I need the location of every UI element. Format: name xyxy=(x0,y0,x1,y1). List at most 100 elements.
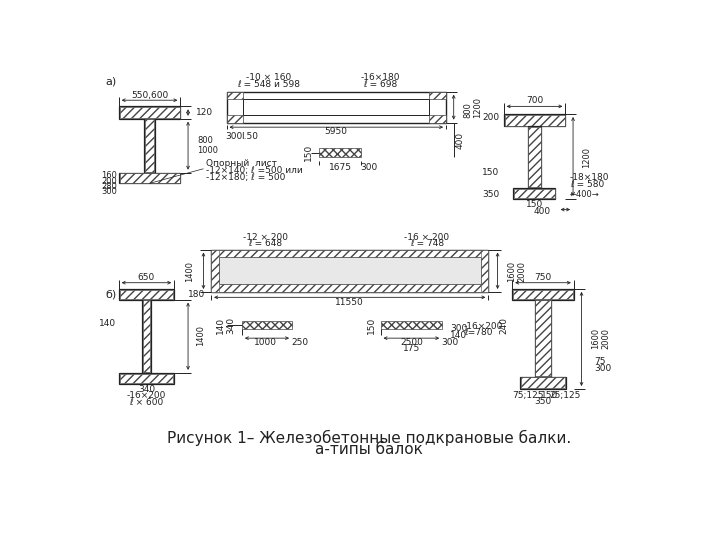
Bar xyxy=(513,188,555,199)
Text: 1600
2000: 1600 2000 xyxy=(590,328,610,349)
Text: 140: 140 xyxy=(450,330,467,340)
Bar xyxy=(429,92,446,99)
Text: ←400→: ←400→ xyxy=(570,190,600,199)
Bar xyxy=(120,107,179,118)
Bar xyxy=(227,115,243,123)
Text: -18×180: -18×180 xyxy=(570,173,609,182)
Text: -12 × 200: -12 × 200 xyxy=(243,233,287,242)
Text: 200: 200 xyxy=(482,113,499,122)
Text: 120: 120 xyxy=(196,108,213,117)
Text: 350: 350 xyxy=(482,190,499,199)
Text: 300: 300 xyxy=(102,187,117,197)
Bar xyxy=(505,115,564,126)
Bar xyxy=(120,173,179,183)
Text: 300: 300 xyxy=(361,164,377,172)
Bar xyxy=(535,300,551,376)
Text: 650: 650 xyxy=(138,273,155,282)
Bar xyxy=(144,119,155,173)
Bar xyxy=(520,377,566,389)
Text: ℓ = 548 и 598: ℓ = 548 и 598 xyxy=(238,79,300,89)
Text: 175: 175 xyxy=(402,345,420,354)
Bar xyxy=(227,92,243,99)
Text: 800
1200: 800 1200 xyxy=(463,97,482,118)
Bar xyxy=(521,377,565,388)
Text: 160: 160 xyxy=(102,171,117,180)
Text: 11550: 11550 xyxy=(336,298,364,307)
Text: 250: 250 xyxy=(291,338,308,347)
Text: 180: 180 xyxy=(188,290,205,299)
Bar xyxy=(142,300,151,373)
Bar xyxy=(211,249,488,257)
Text: 2500: 2500 xyxy=(400,338,423,347)
Bar xyxy=(319,148,361,157)
Text: -16×180: -16×180 xyxy=(361,73,400,83)
Text: 150: 150 xyxy=(304,144,312,161)
Text: 400: 400 xyxy=(534,207,551,215)
Bar xyxy=(119,289,174,300)
Text: 150: 150 xyxy=(541,390,558,400)
Text: 1400: 1400 xyxy=(196,325,204,346)
Text: 140: 140 xyxy=(216,316,225,334)
Bar xyxy=(211,249,219,292)
Bar xyxy=(120,374,174,383)
Text: 400: 400 xyxy=(455,132,464,149)
Text: Рисунок 1– Железобетонные подкрановые балки.: Рисунок 1– Железобетонные подкрановые ба… xyxy=(167,430,571,447)
Bar xyxy=(242,321,292,329)
Text: 200: 200 xyxy=(102,177,117,186)
Text: а-типы балок: а-типы балок xyxy=(315,442,423,457)
Text: ℓ × 600: ℓ × 600 xyxy=(130,397,163,407)
Text: 150: 150 xyxy=(482,168,499,177)
Text: -10 × 160: -10 × 160 xyxy=(246,73,292,83)
Text: 75: 75 xyxy=(594,357,606,366)
Text: ℓ = 580: ℓ = 580 xyxy=(570,180,604,188)
Text: 1675: 1675 xyxy=(329,164,352,172)
Text: -16×200: -16×200 xyxy=(464,322,503,331)
Bar xyxy=(513,289,573,299)
Text: 800
1000: 800 1000 xyxy=(197,136,218,156)
Text: 300: 300 xyxy=(441,338,459,347)
Bar xyxy=(429,115,446,123)
Text: 75;125: 75;125 xyxy=(512,390,544,400)
Text: 1400: 1400 xyxy=(185,261,194,282)
Text: б): б) xyxy=(106,289,117,300)
Text: ℓ = 748: ℓ = 748 xyxy=(410,239,444,248)
Bar xyxy=(504,114,565,126)
Text: 1600
2000: 1600 2000 xyxy=(507,261,526,282)
Bar xyxy=(211,249,488,292)
Text: 240: 240 xyxy=(500,316,508,334)
Text: 1200: 1200 xyxy=(582,147,591,168)
Polygon shape xyxy=(227,92,446,123)
Bar xyxy=(381,321,442,329)
Bar xyxy=(534,300,552,377)
Bar xyxy=(119,106,180,119)
Bar xyxy=(528,127,541,187)
Text: 300: 300 xyxy=(594,364,611,374)
Bar xyxy=(514,189,554,198)
Bar xyxy=(528,126,541,188)
Text: -12×140; ℓ =500 или: -12×140; ℓ =500 или xyxy=(206,166,302,175)
Text: а): а) xyxy=(106,76,117,86)
Text: 300: 300 xyxy=(225,132,243,141)
Text: ℓ=780: ℓ=780 xyxy=(464,328,492,338)
Bar xyxy=(512,289,574,300)
Text: 140: 140 xyxy=(99,319,116,328)
Bar xyxy=(143,300,150,372)
Text: 25;125: 25;125 xyxy=(549,390,580,400)
Text: 1000: 1000 xyxy=(253,338,276,347)
Bar xyxy=(211,284,488,292)
Bar xyxy=(219,257,481,284)
Text: -16×200: -16×200 xyxy=(127,392,166,400)
Text: 550,600: 550,600 xyxy=(131,91,168,100)
Bar xyxy=(145,119,154,172)
Text: -16 × 200: -16 × 200 xyxy=(404,233,449,242)
Text: 300: 300 xyxy=(450,325,467,333)
Text: 150: 150 xyxy=(526,200,543,210)
Text: 280: 280 xyxy=(102,182,117,191)
Text: 340: 340 xyxy=(138,385,155,394)
Text: 5950: 5950 xyxy=(325,127,347,136)
Text: 750: 750 xyxy=(534,273,552,282)
Text: ℓ = 698: ℓ = 698 xyxy=(364,79,397,89)
Text: -12×180; ℓ = 500: -12×180; ℓ = 500 xyxy=(206,173,285,182)
Bar xyxy=(481,249,488,292)
Text: 350: 350 xyxy=(534,397,552,406)
